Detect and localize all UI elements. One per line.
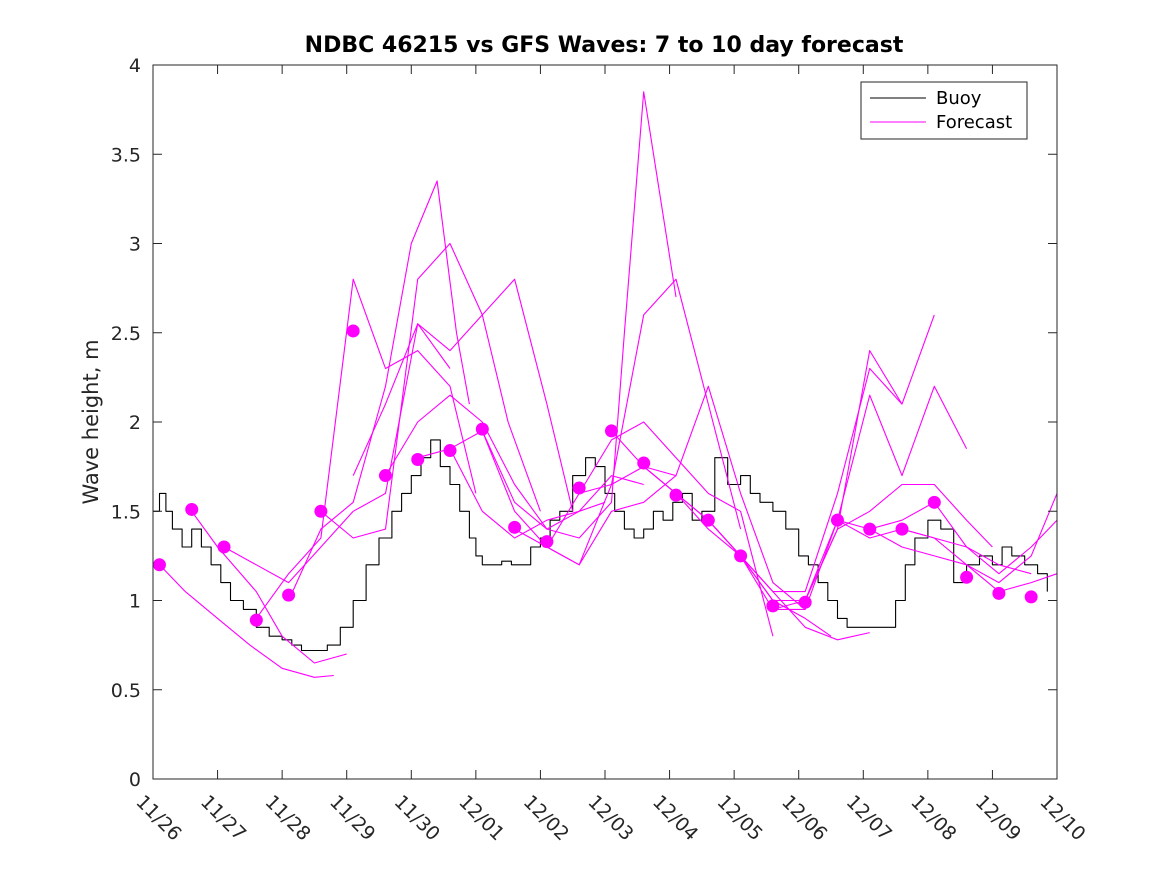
- forecast-marker: [378, 469, 392, 483]
- forecast-marker: [798, 595, 812, 609]
- forecast-line-2: [191, 510, 347, 664]
- forecast-line-8: [385, 394, 606, 530]
- forecast-marker: [992, 586, 1006, 600]
- forecast-line-7: [352, 278, 574, 512]
- forecast-marker: [960, 570, 974, 584]
- forecast-marker: [734, 549, 748, 563]
- forecast-line-6: [320, 242, 541, 539]
- forecast-line-5: [288, 180, 470, 601]
- forecast-marker: [572, 481, 586, 495]
- y-tick-label: 2: [129, 412, 141, 434]
- forecast-line-4: [255, 278, 477, 619]
- forecast-marker: [669, 488, 683, 502]
- legend-label-forecast: Forecast: [936, 112, 1012, 133]
- y-tick-label: 3: [129, 234, 141, 256]
- plot-area: [153, 65, 1057, 779]
- forecast-line-3: [223, 323, 451, 584]
- forecast-marker: [185, 502, 199, 516]
- y-tick-label: 3.5: [111, 144, 141, 166]
- forecast-marker: [314, 504, 328, 518]
- legend-box: [860, 81, 1028, 140]
- forecast-marker: [217, 540, 231, 554]
- y-tick-label: 1: [129, 591, 141, 613]
- forecast-marker: [475, 422, 489, 436]
- forecast-marker: [863, 522, 877, 536]
- forecast-line-11: [481, 91, 677, 539]
- forecast-line-20: [772, 483, 993, 610]
- forecast-marker: [895, 522, 909, 536]
- forecast-marker: [508, 520, 522, 534]
- series-layer: [153, 91, 1058, 678]
- forecast-marker: [540, 535, 554, 549]
- y-tick-label: 4: [129, 55, 141, 77]
- legend: Buoy Forecast: [860, 81, 1028, 140]
- y-tick-label: 0: [129, 769, 141, 791]
- y-tick-label: 0.5: [111, 680, 141, 702]
- forecast-marker: [1024, 590, 1038, 604]
- y-axis-label: Wave height, m: [79, 339, 103, 504]
- forecast-line-24: [901, 528, 1058, 593]
- forecast-marker: [604, 424, 618, 438]
- forecast-line-12: [514, 278, 742, 566]
- legend-label-buoy: Buoy: [936, 88, 982, 109]
- forecast-marker: [701, 513, 715, 527]
- forecast-marker: [766, 599, 780, 613]
- forecast-line-1: [159, 564, 334, 678]
- y-tick-label: 1.5: [111, 501, 141, 523]
- forecast-marker: [443, 444, 457, 458]
- chart-title: NDBC 46215 vs GFS Waves: 7 to 10 day for…: [305, 33, 904, 58]
- y-tick-label: 2.5: [111, 323, 141, 345]
- forecast-marker: [152, 558, 166, 572]
- forecast-marker: [637, 456, 651, 470]
- buoy-line: [153, 439, 1048, 652]
- forecast-marker: [249, 613, 263, 627]
- forecast-line-22: [837, 519, 1058, 575]
- forecast-marker: [411, 452, 425, 466]
- forecast-line-14: [579, 385, 806, 610]
- forecast-marker: [282, 588, 296, 602]
- forecast-marker: [830, 513, 844, 527]
- forecast-marker: [927, 495, 941, 509]
- marker-layer: [152, 324, 1038, 627]
- forecast-marker: [346, 324, 360, 338]
